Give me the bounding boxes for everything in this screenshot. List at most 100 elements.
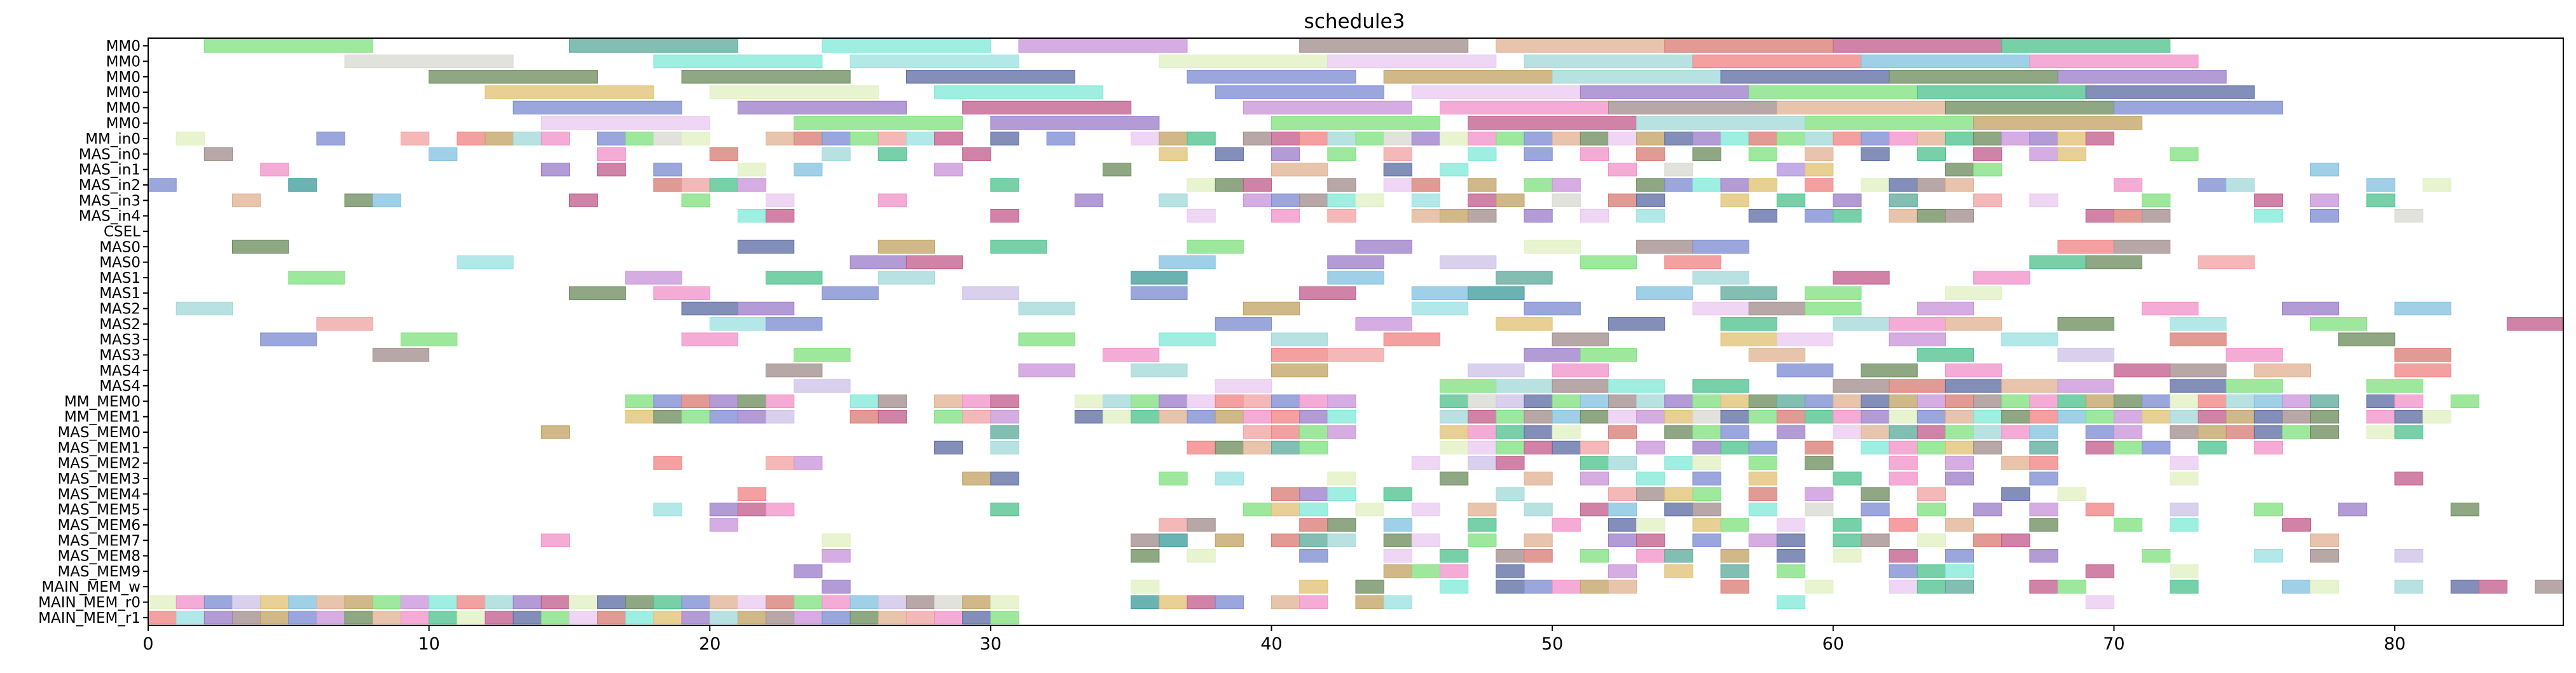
x-tick-label: 60 [1822, 634, 1844, 654]
task-bar [2366, 425, 2395, 439]
task-bar [681, 611, 710, 625]
task-bar [1664, 456, 1693, 470]
task-bar [1861, 147, 1890, 161]
task-bar [1271, 193, 1300, 208]
task-bar [1327, 54, 1497, 69]
task-bar [2085, 132, 2114, 146]
task-bar [822, 147, 851, 161]
task-bar [2394, 472, 2423, 486]
task-bar [653, 595, 682, 609]
task-bar [1131, 548, 1160, 563]
task-bar [2170, 580, 2199, 594]
x-tick-label: 10 [418, 634, 439, 654]
task-bar [1945, 317, 2002, 331]
task-bar [1748, 348, 1806, 362]
task-bar [1271, 163, 1328, 177]
task-bar [1018, 364, 1075, 377]
task-bar [2057, 317, 2114, 331]
y-tick-label: MM0 [106, 100, 141, 116]
task-bar [1973, 533, 2002, 547]
task-bar [1468, 208, 1497, 223]
task-bar [906, 70, 1075, 84]
task-bar [1748, 85, 1918, 99]
task-bar [1299, 533, 1328, 547]
task-bar [934, 85, 1104, 99]
task-bar [1243, 394, 1272, 409]
task-bar [794, 456, 823, 470]
task-bar [1159, 255, 1216, 269]
task-bar [1945, 548, 1974, 563]
task-bar [1383, 518, 1412, 532]
task-bar [1917, 132, 1946, 146]
task-bar [1271, 440, 1300, 455]
task-bar [1440, 440, 1469, 455]
task-bar [1889, 132, 1918, 146]
task-bar [1411, 193, 1441, 208]
task-bar [372, 611, 401, 625]
task-bar [1692, 147, 1721, 161]
task-bar [1187, 518, 1216, 532]
task-bar [1776, 364, 1834, 377]
task-bar [1243, 178, 1272, 192]
task-bar [1411, 132, 1441, 146]
task-bar [1917, 580, 1946, 594]
task-bar [2535, 580, 2564, 594]
task-bar [1720, 178, 1749, 192]
task-bar [2170, 518, 2199, 532]
task-bar [1776, 518, 1806, 532]
task-bar [653, 54, 823, 69]
task-bar [709, 611, 739, 625]
task-bar [232, 240, 289, 254]
task-bar [1159, 193, 1188, 208]
task-bar [1748, 533, 1778, 547]
task-bar [625, 132, 654, 146]
task-bar [766, 394, 795, 409]
task-bar [1748, 502, 1778, 517]
task-bar [1552, 425, 1581, 439]
task-bar [1973, 163, 2002, 177]
task-bar [1187, 410, 1216, 424]
task-bar [794, 163, 823, 177]
task-bar [990, 425, 1019, 439]
task-bar [1327, 132, 1356, 146]
task-bar [2057, 379, 2114, 393]
task-bar [1692, 440, 1721, 455]
y-tick-label: MAS2 [99, 316, 141, 333]
task-bar [1692, 178, 1721, 192]
task-bar [1383, 487, 1412, 501]
task-bar [2113, 208, 2143, 223]
task-bar [1383, 178, 1412, 192]
task-bar [1720, 317, 1777, 331]
task-bar [794, 611, 823, 625]
task-bar [2282, 410, 2311, 424]
task-bar [2057, 147, 2086, 161]
task-bar [2226, 410, 2255, 424]
task-bar [2338, 332, 2395, 346]
task-bar [2085, 440, 2114, 455]
task-bar [1608, 564, 1637, 578]
task-bar [1889, 580, 1918, 594]
task-bar [541, 132, 570, 146]
task-bar [906, 595, 935, 609]
task-bar [1664, 425, 1693, 439]
task-bar [2450, 580, 2480, 594]
task-bar [1636, 533, 1665, 547]
task-bar [1468, 502, 1497, 517]
task-bar [513, 132, 542, 146]
task-bar [1580, 394, 1609, 409]
task-bar [2142, 301, 2199, 316]
task-bar [429, 611, 458, 625]
task-bar [934, 440, 963, 455]
task-bar [1889, 472, 1918, 486]
task-bar [1524, 440, 1553, 455]
task-bar [316, 317, 373, 331]
task-bar [1159, 132, 1188, 146]
task-bar [850, 132, 879, 146]
task-bar [1833, 394, 1862, 409]
task-bar [681, 410, 710, 424]
task-bar [1973, 132, 2002, 146]
task-bar [1917, 487, 1946, 501]
task-bar [1889, 564, 1918, 578]
task-bar [1355, 595, 1384, 609]
y-tick-label: MAS4 [99, 363, 141, 379]
